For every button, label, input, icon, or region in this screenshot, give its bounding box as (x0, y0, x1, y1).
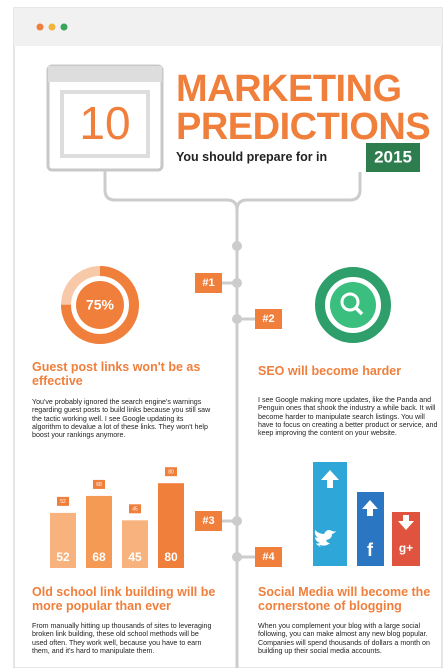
subtitle: You should prepare for in (176, 150, 328, 164)
bar-tag (93, 479, 105, 489)
step-label: #2 (255, 309, 282, 329)
section-title: Old school link building will be more po… (32, 585, 216, 613)
node (232, 278, 242, 288)
facebook-icon: f (367, 540, 374, 560)
step-label: #3 (195, 511, 222, 531)
bar-label: 68 (92, 550, 106, 564)
bar-label: 45 (128, 550, 142, 564)
step-label: #1 (195, 273, 222, 293)
twitter-icon (314, 530, 336, 547)
arrow (321, 470, 339, 488)
donut-label: 75% (86, 297, 115, 313)
seo-center (330, 282, 376, 328)
bar-tag (165, 467, 177, 477)
magnifier (340, 292, 360, 312)
section-body: You've probably ignored the search engin… (32, 398, 211, 440)
donut-center (76, 281, 124, 329)
bar (86, 495, 112, 568)
bar-tag-label: 52 (60, 499, 66, 505)
bar-tag (129, 504, 141, 514)
browser-inner (60, 90, 150, 158)
node (232, 552, 242, 562)
bar (50, 512, 76, 568)
section-title: Social Media will become the cornerstone… (258, 585, 431, 613)
bar-tag (57, 496, 69, 506)
year-box (366, 143, 420, 172)
bar-tag-label: 45 (132, 507, 138, 513)
gplus-icon: g+ (399, 541, 413, 555)
title-line: MARKETING (176, 68, 402, 110)
node (232, 241, 242, 251)
timeline (103, 170, 362, 668)
year: 2015 (374, 147, 412, 166)
bar-tag-label: 68 (96, 482, 102, 488)
section-body: I see Google making more updates, like t… (258, 396, 438, 438)
bar-chart: 52 52 68 68 45 45 80 80 (50, 467, 184, 568)
section-body: From manually hitting up thousands of si… (32, 622, 212, 655)
title-line: PREDICTIONS (176, 106, 431, 148)
node (232, 314, 242, 324)
seo-ring (315, 267, 391, 343)
dot (60, 23, 68, 31)
node (232, 516, 242, 526)
bar-label: 80 (164, 550, 178, 564)
step-label: #4 (255, 547, 282, 567)
bar-label: 52 (56, 550, 70, 564)
section-title: Guest post links won't be as effective (32, 360, 201, 388)
magnifier-handle (354, 306, 364, 316)
dot (36, 23, 44, 31)
bar (122, 520, 148, 568)
section-title: SEO will become harder (258, 364, 402, 378)
section-body: When you complement your blog with a lar… (258, 622, 430, 655)
dot (48, 23, 56, 31)
bar-tag-label: 80 (168, 470, 174, 476)
bar (158, 483, 184, 568)
donut-arc (61, 266, 139, 344)
window-bar (14, 8, 442, 46)
browser-bar (48, 66, 162, 82)
big-number: 10 (79, 97, 130, 149)
arrow (362, 500, 378, 516)
arrow (398, 515, 414, 530)
